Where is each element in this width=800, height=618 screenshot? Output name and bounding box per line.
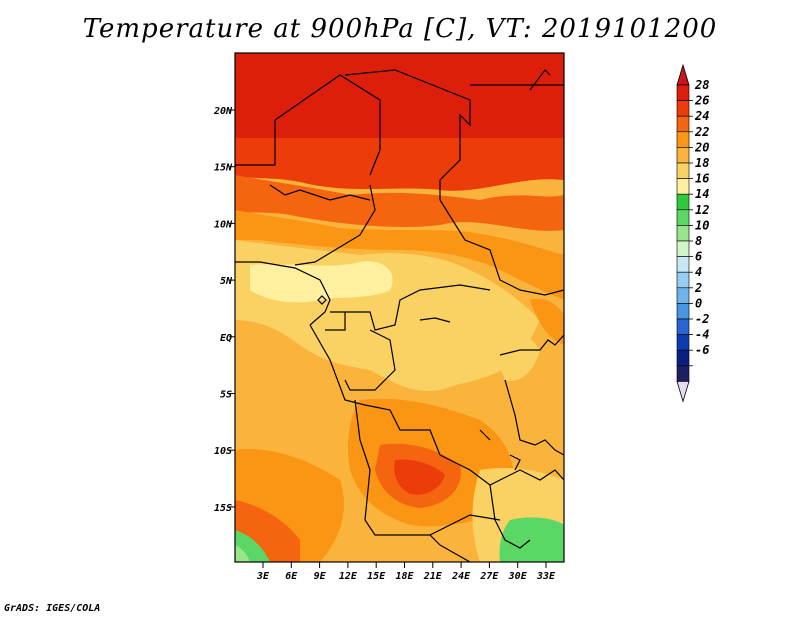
lon-tick-label: 9E bbox=[314, 571, 327, 582]
lat-tick-label: 5S bbox=[220, 390, 232, 401]
colorbar-label: -6 bbox=[695, 343, 709, 357]
lon-tick-label: 3E bbox=[256, 571, 270, 582]
map-title: Temperature at 900hPa [C], VT: 201910120… bbox=[82, 14, 718, 44]
colorbar-segment bbox=[676, 131, 690, 148]
lon-tick-label: 33E bbox=[536, 571, 556, 582]
colorbar-segment bbox=[676, 84, 690, 101]
colorbar-segment bbox=[676, 287, 690, 304]
colorbar-label: 14 bbox=[695, 187, 709, 201]
colorbar-segment bbox=[676, 178, 690, 195]
colorbar-label: -2 bbox=[695, 312, 709, 326]
lat-tick-label: 5N bbox=[220, 276, 233, 287]
lon-tick-label: 30E bbox=[508, 571, 528, 582]
lat-tick-label: 10S bbox=[214, 446, 232, 457]
colorbar-segment bbox=[676, 349, 690, 367]
lat-tick-label: 15N bbox=[214, 163, 233, 174]
colorbar-segment bbox=[676, 240, 690, 257]
lon-tick-label: 24E bbox=[451, 571, 471, 582]
colorbar-segment bbox=[676, 303, 690, 320]
colorbar-label: -4 bbox=[695, 328, 709, 342]
colorbar bbox=[676, 63, 693, 403]
colorbar-segment bbox=[676, 334, 690, 351]
credit-text: GrADS: IGES/COLA bbox=[4, 603, 101, 614]
colorbar-label: 8 bbox=[695, 234, 702, 248]
colorbar-segment bbox=[676, 271, 690, 289]
colorbar-label: 22 bbox=[694, 125, 709, 139]
colorbar-label: 24 bbox=[694, 109, 709, 123]
colorbar-label: 20 bbox=[694, 140, 709, 154]
lon-tick-label: 27E bbox=[479, 571, 499, 582]
colorbar-label: 2 bbox=[694, 281, 702, 295]
lat-tick-label: 15S bbox=[214, 503, 232, 514]
colorbar-label: 12 bbox=[695, 203, 709, 217]
colorbar-label: 0 bbox=[695, 296, 702, 310]
colorbar-segment bbox=[676, 209, 690, 226]
lon-tick-label: 18E bbox=[395, 571, 414, 582]
colorbar-label: 6 bbox=[695, 250, 702, 264]
colorbar-label: 10 bbox=[695, 218, 709, 232]
map-frame bbox=[234, 52, 565, 563]
colorbar-segment bbox=[676, 318, 690, 335]
colorbar-segment bbox=[676, 365, 690, 382]
lon-tick-label: 6E bbox=[285, 571, 298, 582]
country-borders bbox=[235, 69, 564, 562]
colorbar-label: 26 bbox=[694, 94, 709, 108]
colorbar-segment bbox=[676, 147, 690, 164]
lon-tick-label: 12E bbox=[339, 571, 358, 582]
lon-tick-label: 15E bbox=[367, 571, 386, 582]
lat-tick-label: 20N bbox=[213, 106, 233, 117]
colorbar-label: 16 bbox=[695, 172, 709, 186]
colorbar-segment bbox=[676, 100, 690, 117]
colorbar-under-triangle bbox=[676, 381, 690, 403]
colorbar-segment bbox=[676, 225, 690, 242]
colorbar-label: 28 bbox=[694, 78, 709, 92]
lat-tick-label: 10N bbox=[214, 219, 233, 230]
colorbar-segment bbox=[676, 256, 690, 273]
temperature-field bbox=[235, 53, 564, 562]
colorbar-label: 4 bbox=[695, 265, 702, 279]
lon-tick-label: 21E bbox=[423, 571, 443, 582]
colorbar-segment bbox=[676, 193, 690, 211]
colorbar-label: 18 bbox=[695, 156, 709, 170]
lat-tick-label: EQ bbox=[220, 333, 232, 344]
colorbar-segment bbox=[676, 115, 690, 133]
colorbar-over-triangle bbox=[676, 63, 690, 86]
colorbar-segment bbox=[676, 162, 690, 179]
